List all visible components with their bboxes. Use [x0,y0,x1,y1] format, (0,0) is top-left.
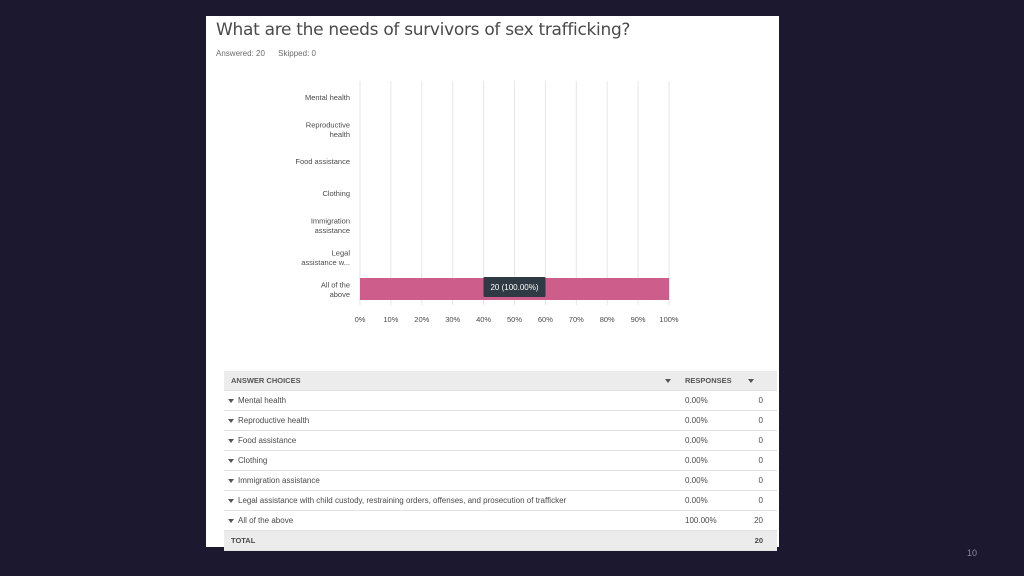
total-count: 20 [743,530,777,551]
table-row[interactable]: Clothing 0.00% 0 [224,450,777,471]
response-percent: 0.00% [685,390,743,411]
x-tick-label: 80% [600,315,615,324]
response-percent: 0.00% [685,410,743,431]
response-count: 0 [743,490,777,511]
table-row[interactable]: Mental health 0.00% 0 [224,390,777,411]
response-percent: 0.00% [685,430,743,451]
bar-chart: 0% 10% 20% 30% 40% 50% 60% 70% 80% 90% 100% Mental … [295,81,679,324]
page-number: 10 [967,548,978,558]
expand-row-icon[interactable] [224,450,238,471]
answer-choice: Mental health [238,390,665,411]
response-percent: 100.00% [685,510,743,531]
x-tick-label: 70% [569,315,584,324]
table-row[interactable]: Immigration assistance 0.00% 0 [224,470,777,491]
category-label: Immigration assistance [311,216,350,235]
category-label: All of the above [321,280,350,299]
response-percent: 0.00% [685,490,743,511]
answer-choices-header[interactable]: ANSWER CHOICES [224,371,665,391]
response-count: 0 [743,390,777,411]
category-label: Clothing [322,189,350,198]
x-tick-label: 0% [355,315,366,324]
response-count: 20 [743,510,777,531]
table-row[interactable]: Food assistance 0.00% 0 [224,430,777,451]
skipped-count: Skipped: 0 [278,49,316,58]
total-row: TOTAL 20 [224,530,777,551]
response-percent: 0.00% [685,470,743,491]
response-percent: 0.00% [685,450,743,471]
category-label: Food assistance [295,157,350,166]
table-row[interactable]: Reproductive health 0.00% 0 [224,410,777,431]
response-count: 0 [743,410,777,431]
total-label: TOTAL [224,530,685,551]
response-count: 0 [743,430,777,451]
table-row[interactable]: Legal assistance with child custody, res… [224,490,777,511]
sort-choices-icon[interactable] [665,371,685,391]
answer-choice: Reproductive health [238,410,665,431]
table-row[interactable]: All of the above 100.00% 20 [224,510,777,531]
x-tick-label: 10% [383,315,398,324]
responses-header[interactable]: RESPONSES [685,371,777,391]
answer-choice: Clothing [238,450,665,471]
expand-row-icon[interactable] [224,390,238,411]
x-tick-label: 50% [507,315,522,324]
expand-row-icon[interactable] [224,410,238,431]
response-summary: Answered: 20 Skipped: 0 [216,49,327,58]
expand-row-icon[interactable] [224,430,238,451]
tooltip-text: 20 (100.00%) [490,283,538,292]
category-label: Mental health [305,93,350,102]
survey-question-card: What are the needs of survivors of sex t… [206,16,779,551]
expand-row-icon[interactable] [224,510,238,531]
category-label: Legal assistance w... [301,248,350,267]
x-tick-label: 30% [445,315,460,324]
answer-choice: Immigration assistance [238,470,665,491]
x-tick-label: 20% [414,315,429,324]
response-count: 0 [743,470,777,491]
answer-choice: All of the above [238,510,665,531]
table-header-row: ANSWER CHOICES RESPONSES [224,371,777,391]
expand-row-icon[interactable] [224,490,238,511]
x-tick-label: 100% [659,315,679,324]
expand-row-icon[interactable] [224,470,238,491]
category-label: Reproductive health [306,120,350,139]
response-count: 0 [743,450,777,471]
x-tick-label: 90% [631,315,646,324]
answered-count: Answered: 20 [216,49,265,58]
x-tick-label: 60% [538,315,553,324]
answer-table: ANSWER CHOICES RESPONSES Mental health 0.… [224,371,777,551]
answer-choice: Food assistance [238,430,665,451]
question-title: What are the needs of survivors of sex t… [216,20,631,40]
x-tick-label: 40% [476,315,491,324]
sort-responses-icon[interactable] [747,379,754,384]
answer-choice: Legal assistance with child custody, res… [238,490,665,511]
tooltip-box [483,277,546,297]
